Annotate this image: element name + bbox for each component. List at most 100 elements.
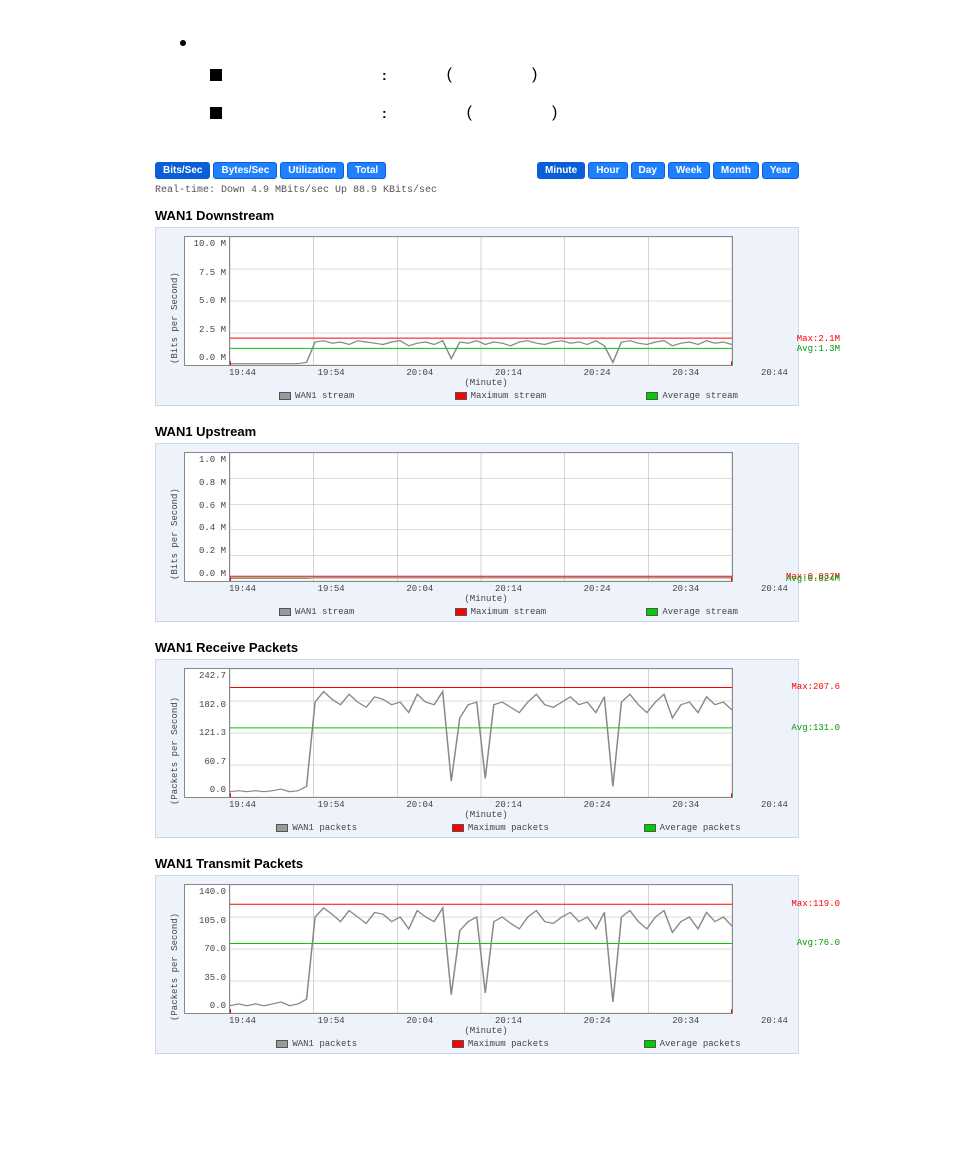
button-row: Bits/SecBytes/SecUtilizationTotal Minute… <box>155 162 799 179</box>
legend-label: Maximum stream <box>471 391 547 401</box>
range-btn-week[interactable]: Week <box>668 162 710 179</box>
legend-swatch <box>279 392 291 400</box>
chart-1: WAN1 Upstream (Bits per Second)1.0 M0.8 M… <box>155 424 799 622</box>
legend-item: WAN1 packets <box>276 823 357 833</box>
nav-left-icon[interactable] <box>230 793 231 797</box>
legend-item: Average packets <box>644 823 741 833</box>
chart-container: (Packets per Second)242.7182.0121.360.70… <box>155 659 799 838</box>
legend-swatch <box>452 824 464 832</box>
avg-annotation: Avg:131.0 <box>791 723 840 733</box>
range-btn-month[interactable]: Month <box>713 162 759 179</box>
legend-item: Maximum packets <box>452 823 549 833</box>
unit-btn-bitssec[interactable]: Bits/Sec <box>155 162 210 179</box>
legend: WAN1 packets Maximum packets Average packe… <box>184 1036 788 1049</box>
legend-swatch <box>646 608 658 616</box>
chart-2: WAN1 Receive Packets (Packets per Second)… <box>155 640 799 838</box>
timerange-buttons: MinuteHourDayWeekMonthYear <box>537 162 799 179</box>
chart-0: WAN1 Downstream (Bits per Second)10.0 M7.… <box>155 208 799 406</box>
realtime-status: Real-time: Down 4.9 MBits/sec Up 88.9 KB… <box>155 185 799 196</box>
x-axis: 19:4419:5420:0420:1420:2420:3420:44 <box>184 582 788 594</box>
legend-swatch <box>455 608 467 616</box>
unit-btn-bytessec[interactable]: Bytes/Sec <box>213 162 277 179</box>
legend-label: Maximum stream <box>471 607 547 617</box>
chart-title: WAN1 Transmit Packets <box>155 856 799 871</box>
legend-item: WAN1 packets <box>276 1039 357 1049</box>
nav-left-icon[interactable] <box>230 361 231 365</box>
range-btn-minute[interactable]: Minute <box>537 162 585 179</box>
y-ticks: 10.0 M7.5 M5.0 M2.5 M0.0 M <box>185 237 230 365</box>
chart-title: WAN1 Receive Packets <box>155 640 799 655</box>
x-axis-label: (Minute) <box>184 378 788 388</box>
x-axis: 19:4419:5420:0420:1420:2420:3420:44 <box>184 366 788 378</box>
y-axis-label: (Packets per Second) <box>166 884 184 1049</box>
max-annotation: Max:2.1M <box>797 334 840 344</box>
legend-item: Average stream <box>646 391 738 401</box>
legend-label: WAN1 stream <box>295 391 354 401</box>
dashboard: Bits/SecBytes/SecUtilizationTotal Minute… <box>0 162 954 1054</box>
legend-label: Average stream <box>662 391 738 401</box>
chart-title: WAN1 Upstream <box>155 424 799 439</box>
chart-container: (Bits per Second)10.0 M7.5 M5.0 M2.5 M0.… <box>155 227 799 406</box>
range-btn-day[interactable]: Day <box>631 162 665 179</box>
max-annotation: Max:207.6 <box>791 682 840 692</box>
x-axis: 19:4419:5420:0420:1420:2420:3420:44 <box>184 798 788 810</box>
legend-label: Average stream <box>662 607 738 617</box>
legend-swatch <box>644 1040 656 1048</box>
plot <box>230 885 732 1013</box>
legend-swatch <box>455 392 467 400</box>
unit-btn-total[interactable]: Total <box>347 162 386 179</box>
x-axis-label: (Minute) <box>184 594 788 604</box>
legend-item: Maximum stream <box>455 391 547 401</box>
nav-right-icon[interactable] <box>731 793 732 797</box>
plot-area: 10.0 M7.5 M5.0 M2.5 M0.0 M <box>184 236 733 366</box>
plot-area: 242.7182.0121.360.70.0 <box>184 668 733 798</box>
nav-left-icon[interactable] <box>230 1009 231 1013</box>
y-ticks: 1.0 M0.8 M0.6 M0.4 M0.2 M0.0 M <box>185 453 230 581</box>
legend-label: WAN1 packets <box>292 823 357 833</box>
avg-annotation: Avg:1.3M <box>797 344 840 354</box>
range-btn-hour[interactable]: Hour <box>588 162 627 179</box>
legend-item: Average packets <box>644 1039 741 1049</box>
avg-annotation: Avg:76.0 <box>797 938 840 948</box>
y-ticks: 140.0105.070.035.00.0 <box>185 885 230 1013</box>
legend-swatch <box>452 1040 464 1048</box>
legend-label: Maximum packets <box>468 823 549 833</box>
nav-left-icon[interactable] <box>230 577 231 581</box>
legend-swatch <box>276 824 288 832</box>
legend: WAN1 packets Maximum packets Average packe… <box>184 820 788 833</box>
plot <box>230 237 732 365</box>
nav-right-icon[interactable] <box>731 577 732 581</box>
range-btn-year[interactable]: Year <box>762 162 799 179</box>
y-axis-label: (Bits per Second) <box>166 236 184 401</box>
y-axis-label: (Bits per Second) <box>166 452 184 617</box>
chart-container: (Packets per Second)140.0105.070.035.00.… <box>155 875 799 1054</box>
plot <box>230 669 732 797</box>
legend-swatch <box>646 392 658 400</box>
unit-buttons: Bits/SecBytes/SecUtilizationTotal <box>155 162 386 179</box>
plot <box>230 453 732 581</box>
legend: WAN1 stream Maximum stream Average stream <box>184 604 788 617</box>
legend-label: Maximum packets <box>468 1039 549 1049</box>
x-axis-label: (Minute) <box>184 810 788 820</box>
legend-item: WAN1 stream <box>279 391 354 401</box>
header-text: :() :() <box>0 0 954 162</box>
nav-right-icon[interactable] <box>731 361 732 365</box>
legend-label: WAN1 stream <box>295 607 354 617</box>
legend-swatch <box>644 824 656 832</box>
unit-btn-utilization[interactable]: Utilization <box>280 162 344 179</box>
avg-annotation: Avg:0.024M <box>786 574 840 584</box>
x-axis-label: (Minute) <box>184 1026 788 1036</box>
legend-item: Average stream <box>646 607 738 617</box>
legend-item: Maximum stream <box>455 607 547 617</box>
plot-area: 140.0105.070.035.00.0 <box>184 884 733 1014</box>
plot-area: 1.0 M0.8 M0.6 M0.4 M0.2 M0.0 M <box>184 452 733 582</box>
y-ticks: 242.7182.0121.360.70.0 <box>185 669 230 797</box>
x-axis: 19:4419:5420:0420:1420:2420:3420:44 <box>184 1014 788 1026</box>
chart-title: WAN1 Downstream <box>155 208 799 223</box>
nav-right-icon[interactable] <box>731 1009 732 1013</box>
y-axis-label: (Packets per Second) <box>166 668 184 833</box>
legend-item: Maximum packets <box>452 1039 549 1049</box>
legend-label: Average packets <box>660 1039 741 1049</box>
max-annotation: Max:119.0 <box>791 899 840 909</box>
legend-swatch <box>279 608 291 616</box>
